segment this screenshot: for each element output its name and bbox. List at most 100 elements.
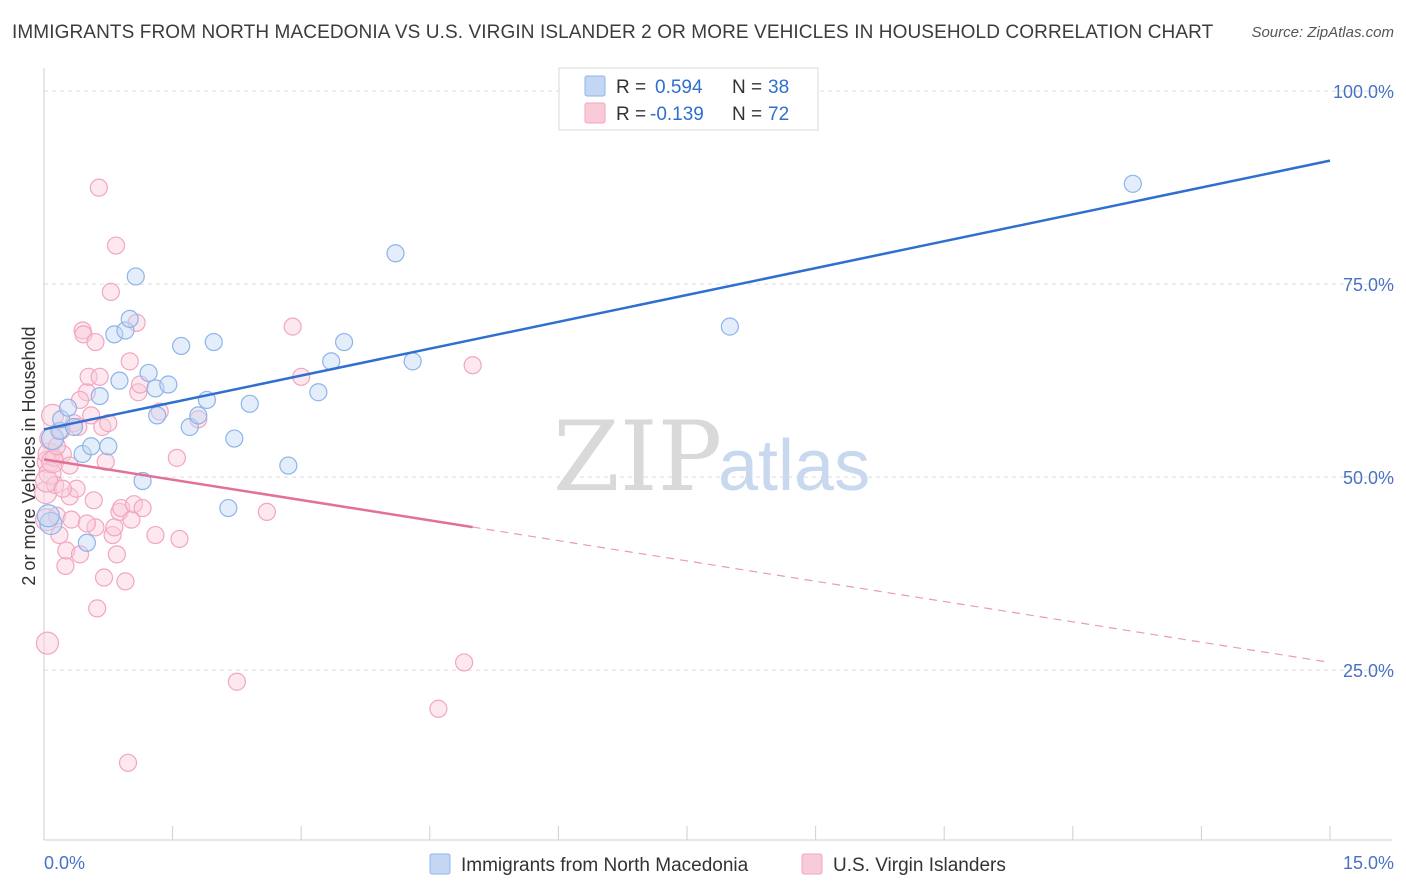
watermark-zip: ZIP [553,401,722,513]
legend-n-label-2: N = [732,104,762,125]
x-tick-label-min: 0.0% [44,853,85,873]
virgin-islanders-point [146,525,165,545]
north-macedonia-point [172,336,191,356]
y-tick-label-100: 100.0% [1333,82,1394,102]
north-macedonia-point [139,363,158,383]
virgin-islanders-point [133,498,152,518]
virgin-islanders-point [90,367,109,386]
virgin-islanders-point [70,545,90,564]
north-macedonia-point [219,498,238,518]
chart-title: IMMIGRANTS FROM NORTH MACEDONIA VS U.S. … [12,22,1214,43]
legend: R = 0.594 N = 38 R = -0.139 N = 72 [558,67,819,131]
north-macedonia-point [90,387,109,406]
virgin-islanders-point [116,572,135,591]
virgin-islanders-point [34,481,58,505]
legend-swatch-pink [584,102,606,124]
bottom-legend-swatch-pink [801,853,823,875]
virgin-islanders-point [57,541,76,560]
north-macedonia-point [159,375,178,394]
virgin-islanders-trend-line-extension [472,526,1331,664]
virgin-islanders-point [107,545,126,564]
north-macedonia-point [279,456,298,475]
legend-r-value-1: 0.594 [655,77,703,98]
virgin-islanders-point [53,479,72,498]
north-macedonia-point [58,398,78,417]
x-ticks [43,826,1331,840]
virgin-islanders-point [67,479,86,498]
virgin-islanders-point [105,518,124,537]
virgin-islanders-point [77,514,96,533]
legend-r-label-2: R = [616,104,646,125]
virgin-islanders-point [84,491,103,510]
north-macedonia-point [110,371,129,390]
north-macedonia-point [403,352,422,371]
north-macedonia-point [99,437,118,456]
virgin-islanders-point [103,525,122,545]
north-macedonia-point [225,429,244,448]
virgin-islanders-point [101,282,120,301]
virgin-islanders-point [62,510,81,529]
virgin-islanders-point [167,448,186,467]
legend-r-value-2: -0.139 [650,104,704,125]
legend-r-label-1: R = [616,77,646,98]
virgin-islanders-point [120,352,139,371]
north-macedonia-point [36,504,60,528]
virgin-islanders-point [257,502,277,521]
north-macedonia-point [82,437,101,456]
virgin-islanders-point [89,178,108,197]
north-macedonia-point [334,332,354,352]
grid-lines [44,90,1392,671]
virgin-islanders-point [47,437,66,456]
north-macedonia-point [240,394,259,413]
series-virgin-islanders-points [34,178,482,772]
y-tick-label-75: 75.0% [1343,275,1394,295]
virgin-islanders-point [124,495,144,514]
north-macedonia-point [120,309,139,328]
virgin-islanders-point [118,753,138,772]
north-macedonia-point [77,533,96,552]
virgin-islanders-point [106,236,126,255]
virgin-islanders-point [60,487,79,506]
north-macedonia-point [386,244,405,263]
y-axis-label: 2 or more Vehicles in Household [19,326,39,585]
virgin-islanders-point [34,469,59,493]
virgin-islanders-point [129,383,148,402]
bottom-legend-label-pink: U.S. Virgin Islanders [833,855,1006,876]
virgin-islanders-point [170,529,189,549]
virgin-islanders-point [283,317,302,336]
north-macedonia-point [1123,174,1142,193]
virgin-islanders-point [94,568,114,587]
bottom-legend-swatch-blue [429,853,451,875]
watermark: ZIP atlas [553,401,870,513]
trend-lines [43,159,1331,664]
north-macedonia-point [189,406,208,425]
north-macedonia-point [116,321,135,340]
watermark-atlas: atlas [718,426,870,506]
legend-n-value-2: 72 [768,104,789,125]
chart-source: Source: ZipAtlas.com [1251,24,1394,41]
north-macedonia-point [105,325,124,344]
virgin-islanders-point [56,556,75,576]
y-tick-labels: 25.0% 50.0% 75.0% 100.0% [1333,82,1394,681]
legend-n-value-1: 38 [768,77,789,98]
virgin-islanders-trend-line [43,458,473,529]
virgin-islanders-point [86,332,105,352]
north-macedonia-point [720,317,739,336]
bottom-legend-label-blue: Immigrants from North Macedonia [461,855,749,876]
y-tick-label-25: 25.0% [1343,661,1394,681]
virgin-islanders-point [429,699,448,718]
bottom-legend: Immigrants from North Macedonia U.S. Vir… [429,853,1006,876]
virgin-islanders-point [227,672,246,691]
virgin-islanders-point [86,518,105,537]
virgin-islanders-point [88,599,107,618]
virgin-islanders-point [454,653,474,672]
x-tick-label-max: 15.0% [1343,853,1394,873]
legend-swatch-blue [584,75,606,97]
virgin-islanders-point [463,356,482,375]
north-macedonia-trend-line [43,159,1331,431]
y-tick-label-50: 50.0% [1343,468,1394,488]
north-macedonia-point [309,383,328,402]
north-macedonia-point [126,267,145,286]
north-macedonia-point [204,332,223,352]
